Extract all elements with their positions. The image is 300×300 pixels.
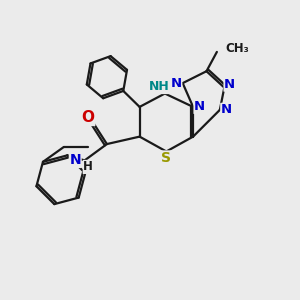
- Text: O: O: [82, 110, 95, 125]
- Text: H: H: [83, 160, 93, 173]
- Text: NH: NH: [149, 80, 170, 94]
- Text: CH₃: CH₃: [226, 42, 250, 55]
- Text: N: N: [194, 100, 205, 113]
- Text: N: N: [171, 76, 182, 90]
- Text: N: N: [69, 153, 81, 167]
- Text: N: N: [221, 103, 232, 116]
- Text: S: S: [161, 151, 171, 165]
- Text: N: N: [224, 78, 235, 91]
